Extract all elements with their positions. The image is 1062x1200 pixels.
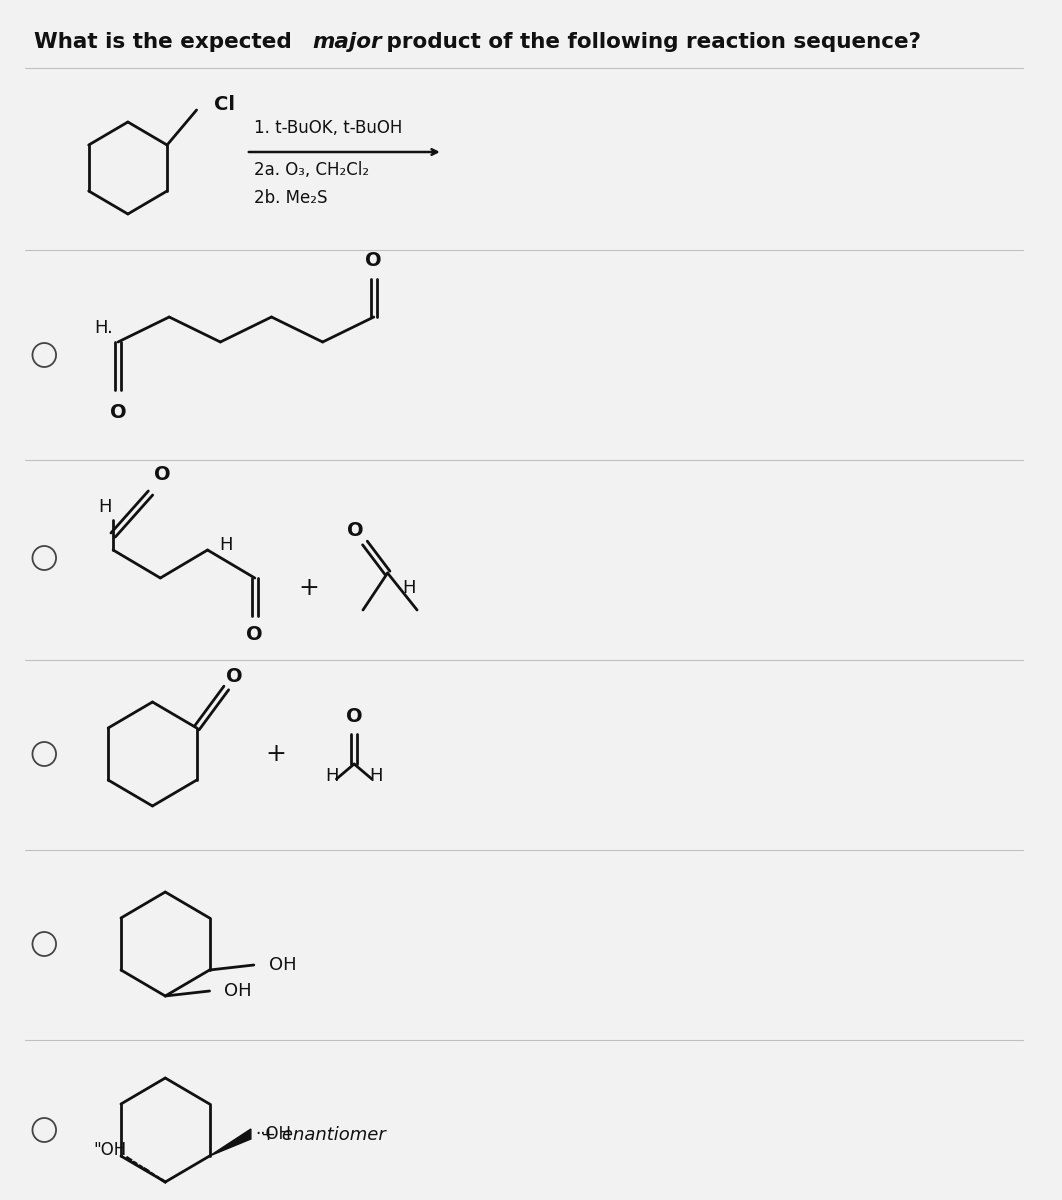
Text: O: O <box>347 521 363 540</box>
Text: O: O <box>226 666 242 685</box>
Text: +: + <box>298 576 320 600</box>
Text: O: O <box>109 402 126 421</box>
Polygon shape <box>209 1129 251 1156</box>
Text: 2b. Me₂S: 2b. Me₂S <box>254 188 327 206</box>
Text: ··OH: ··OH <box>255 1126 291 1142</box>
Text: OH: OH <box>269 956 296 974</box>
Text: OH: OH <box>224 982 252 1000</box>
Text: H: H <box>369 767 382 785</box>
Text: H.: H. <box>95 319 114 337</box>
Text: What is the expected: What is the expected <box>34 32 299 52</box>
Text: O: O <box>154 466 171 485</box>
Text: 1. t-BuOK, t-BuOH: 1. t-BuOK, t-BuOH <box>254 119 402 137</box>
Text: Cl: Cl <box>215 96 236 114</box>
Text: H: H <box>99 498 112 516</box>
Text: H: H <box>402 578 416 596</box>
Text: "OH: "OH <box>93 1141 126 1159</box>
Text: O: O <box>246 624 263 643</box>
Text: H: H <box>220 536 233 554</box>
Text: + enantiomer: + enantiomer <box>260 1126 386 1144</box>
Text: H: H <box>326 767 339 785</box>
Text: major: major <box>313 32 382 52</box>
Text: +: + <box>266 742 286 766</box>
Text: product of the following reaction sequence?: product of the following reaction sequen… <box>379 32 921 52</box>
Text: O: O <box>346 707 362 726</box>
Text: 2a. O₃, CH₂Cl₂: 2a. O₃, CH₂Cl₂ <box>254 161 369 179</box>
Text: O: O <box>365 252 382 270</box>
